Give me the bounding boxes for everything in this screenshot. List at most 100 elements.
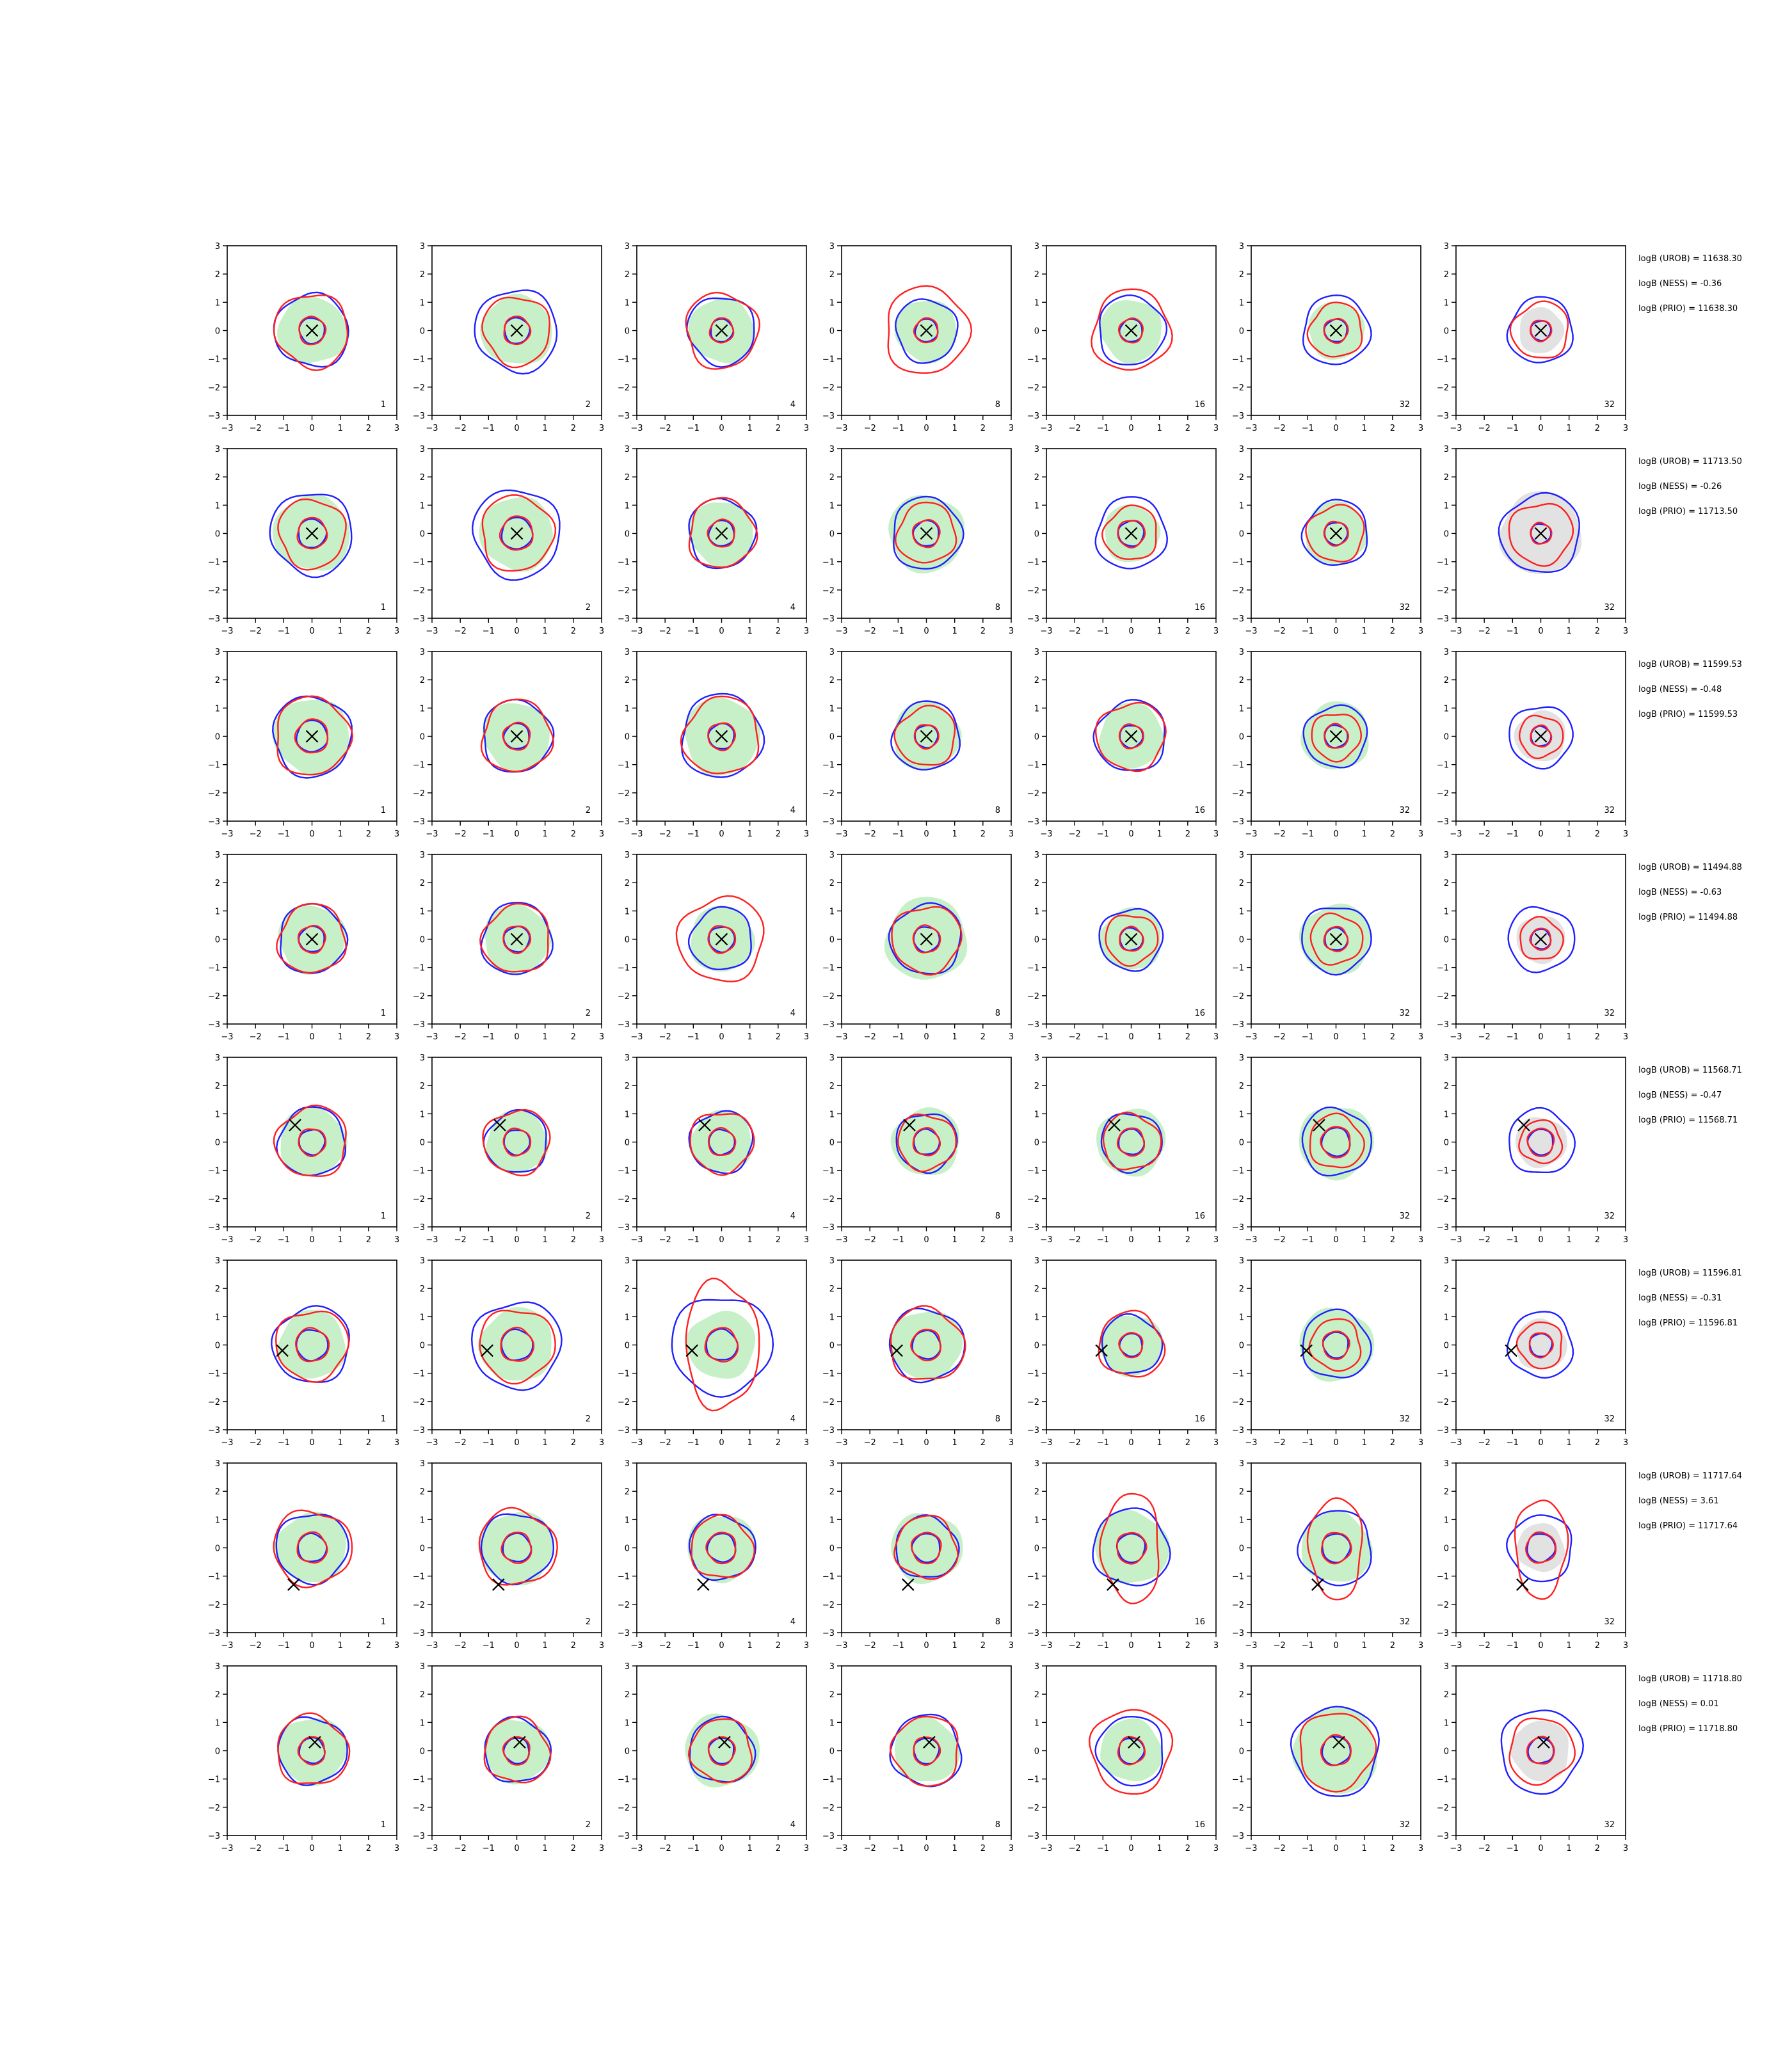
y-tick-label: −3 <box>413 1629 425 1638</box>
blue-outer-contour <box>1300 499 1368 566</box>
row-annotations-4: logB (UROB) = 11494.88 logB (NESS) = -0.6… <box>1638 863 1742 922</box>
x-tick-label: 2 <box>776 424 781 433</box>
y-tick-label: 1 <box>420 298 425 308</box>
blue-outer-contour <box>1498 492 1580 573</box>
y-tick-label: −1 <box>822 1775 835 1785</box>
y-tick-label: 0 <box>1034 1544 1039 1554</box>
density-fill <box>1100 1718 1164 1782</box>
y-tick-label: 0 <box>420 1341 425 1351</box>
x-tick-label: 1 <box>748 627 753 636</box>
y-tick-label: −2 <box>1232 789 1244 799</box>
x-tick-label: 1 <box>1157 1844 1162 1853</box>
x-tick-label: −3 <box>835 424 847 433</box>
density-fill <box>1096 1108 1166 1177</box>
x-tick-label: −1 <box>483 1438 495 1448</box>
y-tick-label: −3 <box>208 1223 220 1233</box>
logb-annotation: logB (PRIO) = 11494.88 <box>1638 913 1738 922</box>
y-tick-label: 2 <box>1239 473 1244 483</box>
y-tick-label: 2 <box>1444 1082 1449 1091</box>
blue-inner-contour <box>1530 928 1552 950</box>
y-tick-label: −2 <box>618 383 630 393</box>
x-tick-label: −2 <box>454 627 467 636</box>
x-tick-label: −1 <box>687 1235 700 1245</box>
density-fill <box>484 1720 551 1785</box>
subplot-label: 2 <box>586 1212 591 1221</box>
x-tick-label: −1 <box>483 627 495 636</box>
density-fill <box>280 1107 348 1176</box>
subplot-r8-c2: −3−3 −2 −2 −1 −1 0 0 1 1 2 2 3 3 2 <box>413 1662 604 1853</box>
y-tick-label: −1 <box>1027 761 1039 771</box>
x-tick-label: −3 <box>221 424 233 433</box>
x-tick-label: 0 <box>309 627 314 636</box>
blue-outer-contour <box>890 700 961 771</box>
x-tick-label: −3 <box>1450 1641 1462 1651</box>
x-marker <box>1124 324 1138 337</box>
x-tick-label: −1 <box>1507 1235 1519 1245</box>
x-tick-label: 3 <box>1418 424 1423 433</box>
blue-inner-contour <box>500 516 534 550</box>
blue-outer-contour <box>687 906 752 971</box>
y-tick-label: 2 <box>829 1487 835 1497</box>
x-tick-label: −2 <box>1069 424 1081 433</box>
row-annotations-8: logB (UROB) = 11718.80 logB (NESS) = 0.01… <box>1638 1674 1742 1734</box>
x-tick-label: −2 <box>1478 627 1491 636</box>
red-inner-contour <box>910 1329 941 1362</box>
y-tick-label: 1 <box>420 704 425 714</box>
y-tick-label: 0 <box>1444 327 1449 337</box>
x-marker <box>698 1119 711 1132</box>
subplot-r4-c1: −3−3 −2 −2 −1 −1 0 0 1 1 2 2 3 3 1 <box>208 851 399 1042</box>
y-tick-label: −3 <box>618 1020 630 1030</box>
red-inner-contour <box>1530 522 1553 545</box>
blue-inner-contour <box>1320 1126 1351 1157</box>
red-outer-contour <box>1508 1717 1576 1786</box>
x-marker <box>715 932 728 946</box>
x-tick-label: 2 <box>366 627 371 636</box>
y-tick-label: −1 <box>618 1167 630 1176</box>
y-tick-label: −3 <box>413 1426 425 1436</box>
y-tick-label: 3 <box>1239 1662 1244 1672</box>
x-tick-label: 0 <box>1128 1438 1133 1448</box>
y-tick-label: 3 <box>1239 1459 1244 1469</box>
x-tick-label: 0 <box>1333 1844 1338 1853</box>
y-tick-label: −1 <box>413 1370 425 1379</box>
x-tick-label: −2 <box>1274 1641 1286 1651</box>
red-outer-contour <box>675 895 765 982</box>
x-tick-label: −2 <box>250 1438 262 1448</box>
x-tick-label: 1 <box>1157 424 1162 433</box>
y-tick-label: −1 <box>822 964 835 973</box>
subplot-label: 8 <box>995 1617 1000 1627</box>
x-tick-label: −1 <box>687 424 700 433</box>
subplot-r1-c1: −3−3 −2 −2 −1 −1 0 0 1 1 2 2 3 3 1 <box>208 242 399 433</box>
x-tick-label: −1 <box>1302 424 1314 433</box>
x-tick-label: 0 <box>1538 1032 1543 1042</box>
blue-outer-contour <box>1101 1313 1164 1375</box>
y-tick-label: −2 <box>618 1195 630 1204</box>
subplot-r8-c4: −3−3 −2 −2 −1 −1 0 0 1 1 2 2 3 3 8 <box>822 1662 1014 1853</box>
blue-outer-contour <box>1302 704 1368 769</box>
subplot-r7-c4: −3−3 −2 −2 −1 −1 0 0 1 1 2 2 3 3 8 <box>822 1459 1014 1651</box>
y-tick-label: 2 <box>215 270 220 280</box>
x-tick-label: −3 <box>426 424 438 433</box>
x-tick-label: −1 <box>892 627 904 636</box>
x-tick-label: −3 <box>221 1438 233 1448</box>
y-tick-label: 2 <box>1444 270 1449 280</box>
x-tick-label: −1 <box>483 1032 495 1042</box>
y-tick-label: 2 <box>829 1284 835 1294</box>
x-marker <box>903 1119 916 1132</box>
x-tick-label: −1 <box>1097 1641 1109 1651</box>
x-tick-label: −1 <box>1302 1641 1314 1651</box>
subplot-label: 32 <box>1399 1414 1410 1424</box>
subplot-label: 16 <box>1194 1212 1205 1221</box>
x-tick-label: 1 <box>1567 829 1572 839</box>
subplot-r4-c6: −3−3 −2 −2 −1 −1 0 0 1 1 2 2 3 3 32 <box>1232 851 1423 1042</box>
y-tick-label: −3 <box>1232 412 1244 421</box>
x-tick-label: 0 <box>719 627 724 636</box>
y-tick-label: −1 <box>413 1572 425 1582</box>
red-inner-contour <box>1529 319 1553 343</box>
red-outer-contour <box>276 695 354 776</box>
y-tick-label: 1 <box>1239 298 1244 308</box>
y-tick-label: 2 <box>625 676 630 685</box>
x-tick-label: 2 <box>1185 424 1190 433</box>
y-tick-label: −2 <box>618 586 630 596</box>
